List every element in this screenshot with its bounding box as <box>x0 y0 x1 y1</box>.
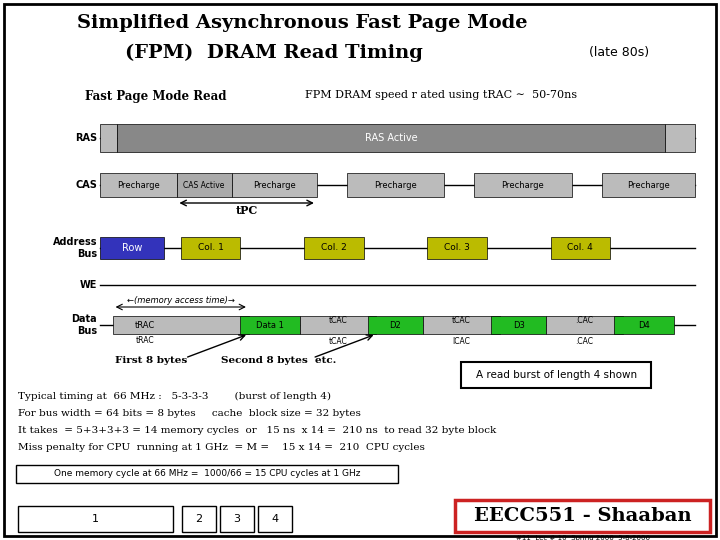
Text: Col. 1: Col. 1 <box>197 244 223 253</box>
Text: Precharge: Precharge <box>253 180 296 190</box>
Text: First 8 bytes: First 8 bytes <box>115 356 187 365</box>
Text: tCAC: tCAC <box>452 316 471 325</box>
Bar <box>100 237 163 259</box>
Text: Col. 3: Col. 3 <box>444 244 470 253</box>
Text: tCAC: tCAC <box>328 316 347 325</box>
Bar <box>100 124 117 152</box>
Text: RAS: RAS <box>75 133 97 143</box>
Bar <box>16 465 398 483</box>
Bar <box>258 506 292 532</box>
Text: D2: D2 <box>390 321 401 329</box>
Text: tRAC: tRAC <box>135 336 154 345</box>
Text: FPM DRAM speed r ated using tRAC ∼  50-70ns: FPM DRAM speed r ated using tRAC ∼ 50-70… <box>305 90 577 100</box>
Bar <box>117 124 665 152</box>
Text: Col. 4: Col. 4 <box>567 244 593 253</box>
Bar <box>176 173 232 197</box>
Text: Miss penalty for CPU  running at 1 GHz  = M =    15 x 14 =  210  CPU cycles: Miss penalty for CPU running at 1 GHz = … <box>18 443 425 452</box>
Bar <box>427 237 487 259</box>
Bar <box>614 316 674 334</box>
Bar <box>551 237 610 259</box>
Text: 2: 2 <box>195 514 202 524</box>
Text: Second 8 bytes  etc.: Second 8 bytes etc. <box>221 356 336 365</box>
Text: RAS Active: RAS Active <box>365 133 418 143</box>
Text: Address
Bus: Address Bus <box>53 237 97 259</box>
Bar <box>346 173 444 197</box>
Text: Col. 2: Col. 2 <box>321 244 346 253</box>
Text: Data
Bus: Data Bus <box>71 314 97 336</box>
Bar <box>546 316 623 334</box>
Bar <box>462 362 652 388</box>
Bar <box>665 124 695 152</box>
Text: CAS: CAS <box>75 180 97 190</box>
Text: WE: WE <box>80 280 97 290</box>
Text: Data 1: Data 1 <box>256 321 284 329</box>
Text: tPC: tPC <box>235 205 258 216</box>
Text: (late 80s): (late 80s) <box>589 46 649 59</box>
Bar <box>423 316 500 334</box>
Bar <box>181 237 240 259</box>
Bar <box>18 506 173 532</box>
Text: Typical timing at  66 MHz :   5-3-3-3        (burst of length 4): Typical timing at 66 MHz : 5-3-3-3 (burs… <box>18 392 331 401</box>
Bar <box>100 173 176 197</box>
Text: ←(memory access time)→: ←(memory access time)→ <box>127 296 235 305</box>
Bar <box>491 316 546 334</box>
Bar <box>182 506 216 532</box>
Bar <box>113 316 248 334</box>
Bar <box>220 506 254 532</box>
Text: 3: 3 <box>233 514 240 524</box>
Text: D3: D3 <box>513 321 525 329</box>
Text: Precharge: Precharge <box>117 180 160 190</box>
Text: ICAC: ICAC <box>452 337 470 346</box>
Text: Fast Page Mode Read: Fast Page Mode Read <box>85 90 227 103</box>
Bar <box>232 173 317 197</box>
Bar <box>304 237 364 259</box>
Text: Row: Row <box>122 243 142 253</box>
Text: tRAC: tRAC <box>135 321 155 329</box>
Text: CAS Active: CAS Active <box>184 180 225 190</box>
Text: 1: 1 <box>91 514 99 524</box>
Text: (FPM)  DRAM Read Timing: (FPM) DRAM Read Timing <box>125 44 423 62</box>
Text: .CAC: .CAC <box>575 337 593 346</box>
Text: A read burst of length 4 shown: A read burst of length 4 shown <box>476 370 636 380</box>
Text: One memory cycle at 66 MHz =  1000/66 = 15 CPU cycles at 1 GHz: One memory cycle at 66 MHz = 1000/66 = 1… <box>54 469 360 478</box>
Text: #11  Lec # 10  Spring 2006  5-8-2006: #11 Lec # 10 Spring 2006 5-8-2006 <box>516 535 649 540</box>
Bar <box>455 500 710 532</box>
Text: EECC551 - Shaaban: EECC551 - Shaaban <box>474 507 691 525</box>
Text: Precharge: Precharge <box>374 180 417 190</box>
Text: Precharge: Precharge <box>627 180 670 190</box>
Text: .CAC: .CAC <box>575 316 593 325</box>
Bar <box>474 173 572 197</box>
Text: Simplified Asynchronous Fast Page Mode: Simplified Asynchronous Fast Page Mode <box>77 14 528 32</box>
Text: Precharge: Precharge <box>502 180 544 190</box>
Bar <box>300 316 377 334</box>
Text: 4: 4 <box>271 514 279 524</box>
Text: tCAC: tCAC <box>328 337 347 346</box>
Text: It takes  = 5+3+3+3 = 14 memory cycles  or   15 ns  x 14 =  210 ns  to read 32 b: It takes = 5+3+3+3 = 14 memory cycles or… <box>18 426 496 435</box>
Text: For bus width = 64 bits = 8 bytes     cache  block size = 32 bytes: For bus width = 64 bits = 8 bytes cache … <box>18 409 361 418</box>
Bar <box>368 316 423 334</box>
Text: D4: D4 <box>638 321 650 329</box>
Bar <box>240 316 300 334</box>
Bar <box>601 173 695 197</box>
